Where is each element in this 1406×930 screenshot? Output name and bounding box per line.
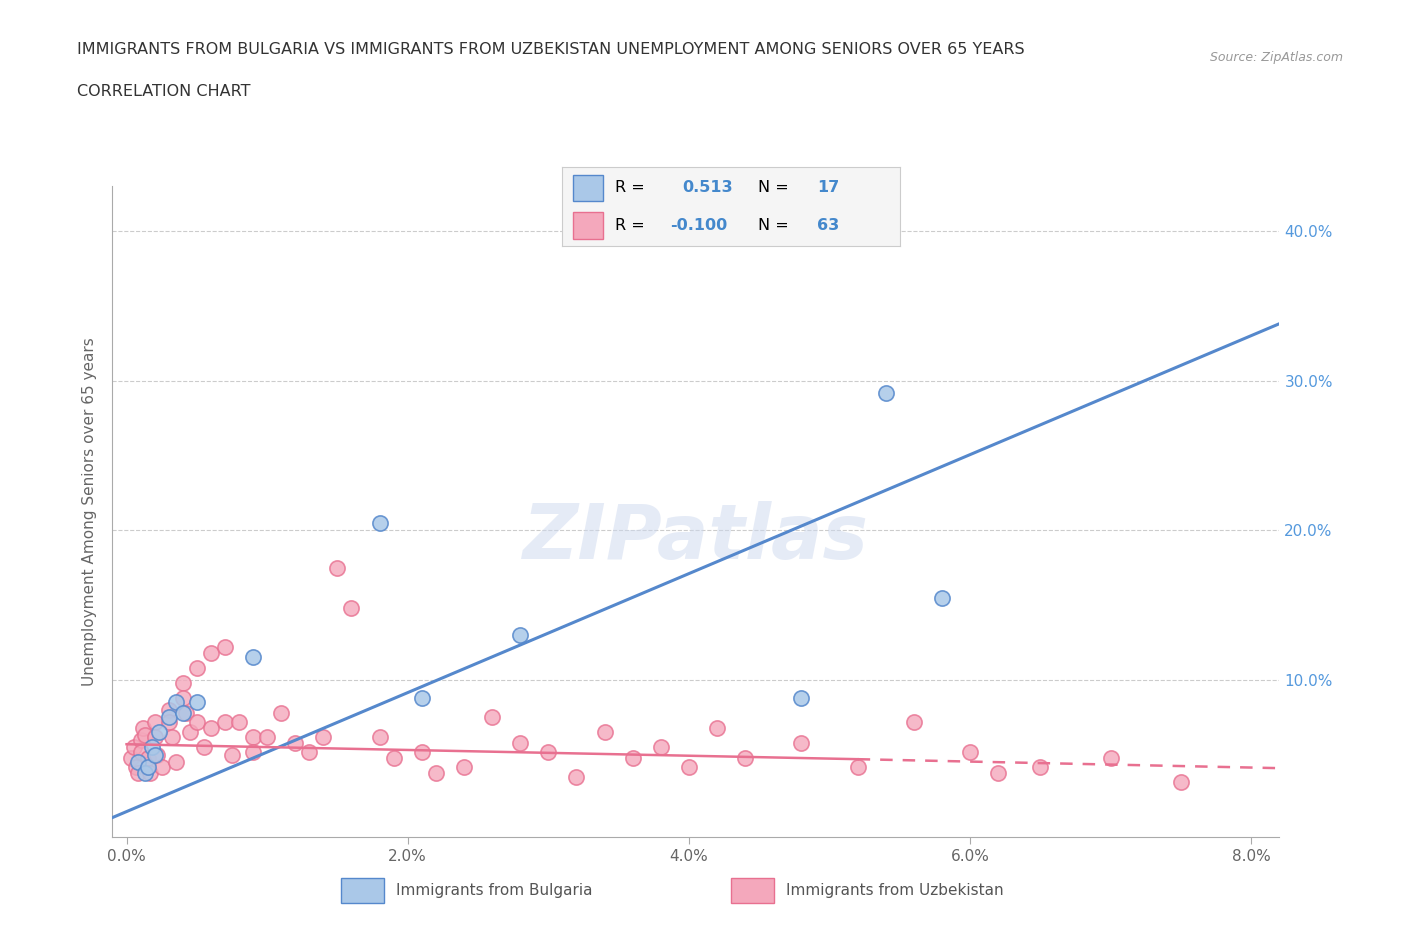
Point [411,744,433,759]
Point [931,591,953,605]
Point [959,744,981,759]
Point [174,705,197,720]
Point [127,755,149,770]
Point [256,729,278,744]
Point [846,759,869,774]
Point [160,729,183,744]
Point [150,759,173,774]
Point [186,695,208,710]
Point [165,755,187,770]
Point [193,739,215,754]
Point [706,721,728,736]
Point [411,690,433,705]
Point [509,628,531,643]
Point [565,770,588,785]
Point [122,739,145,754]
Point [298,744,321,759]
Point [284,736,307,751]
FancyBboxPatch shape [731,878,773,903]
FancyBboxPatch shape [572,175,603,202]
Y-axis label: Unemployment Among Seniors over 65 years: Unemployment Among Seniors over 65 years [82,338,97,686]
Text: Source: ZipAtlas.com: Source: ZipAtlas.com [1209,51,1343,64]
Point [221,747,243,762]
Point [481,710,503,724]
Point [172,705,194,720]
Text: Immigrants from Bulgaria: Immigrants from Bulgaria [396,883,592,898]
Point [790,690,813,705]
Point [172,675,194,690]
Point [214,714,236,729]
Point [214,640,236,655]
Point [172,690,194,705]
Text: N =: N = [758,180,789,195]
Point [242,729,264,744]
Point [875,385,897,400]
Point [312,729,335,744]
Point [134,765,156,780]
Text: R =: R = [614,218,644,232]
FancyBboxPatch shape [572,212,603,239]
Point [1099,751,1122,765]
Point [148,724,170,739]
Point [120,751,142,765]
Point [179,724,201,739]
Point [139,765,162,780]
Point [270,705,292,720]
Point [242,744,264,759]
Point [987,765,1010,780]
Point [621,751,644,765]
Point [146,747,169,762]
Text: IMMIGRANTS FROM BULGARIA VS IMMIGRANTS FROM UZBEKISTAN UNEMPLOYMENT AMONG SENIOR: IMMIGRANTS FROM BULGARIA VS IMMIGRANTS F… [77,42,1025,57]
Point [165,695,187,710]
Point [903,714,925,729]
Point [200,645,222,660]
Point [368,729,391,744]
Point [340,601,363,616]
Point [186,660,208,675]
Point [134,728,156,743]
Point [141,739,163,754]
Point [127,765,149,780]
Point [678,759,700,774]
Point [593,724,616,739]
Point [143,714,166,729]
Point [790,736,813,751]
Point [1170,774,1192,789]
Point [382,751,405,765]
Text: ZIPatlas: ZIPatlas [523,500,869,575]
Text: Immigrants from Uzbekistan: Immigrants from Uzbekistan [786,883,1004,898]
Point [136,759,159,774]
Point [143,729,166,744]
Point [136,751,159,765]
Text: CORRELATION CHART: CORRELATION CHART [77,84,250,99]
Point [132,721,155,736]
Point [650,739,672,754]
Point [453,759,475,774]
Text: 0.513: 0.513 [682,180,733,195]
Point [425,765,447,780]
Point [125,759,148,774]
Point [129,744,152,759]
Point [143,747,166,762]
FancyBboxPatch shape [340,878,384,903]
Text: R =: R = [614,180,644,195]
Point [537,744,560,759]
Text: 17: 17 [817,180,839,195]
Point [186,714,208,729]
Point [228,714,250,729]
Point [509,736,531,751]
Text: 63: 63 [817,218,839,232]
Text: -0.100: -0.100 [671,218,728,232]
Point [129,732,152,747]
Point [157,714,180,729]
Text: N =: N = [758,218,789,232]
Point [368,515,391,530]
Point [734,751,756,765]
Point [1029,759,1052,774]
Point [157,702,180,717]
Point [200,721,222,736]
Point [242,650,264,665]
Point [157,710,180,724]
Point [326,560,349,575]
